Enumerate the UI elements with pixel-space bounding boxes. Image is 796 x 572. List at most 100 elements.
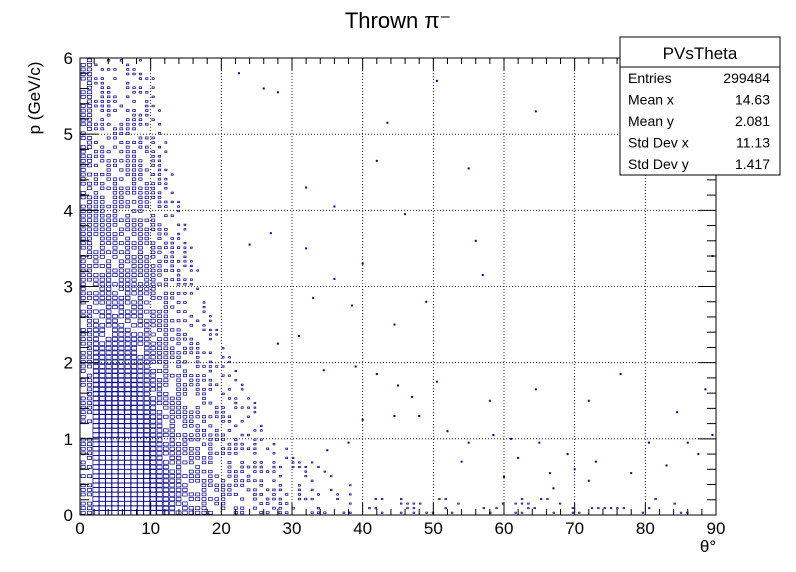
data-point bbox=[99, 277, 105, 282]
data-point bbox=[195, 465, 200, 469]
data-point bbox=[118, 309, 125, 314]
data-point bbox=[150, 387, 156, 392]
data-point bbox=[106, 186, 111, 190]
data-point bbox=[156, 473, 163, 479]
data-point bbox=[144, 259, 150, 264]
data-point bbox=[80, 154, 86, 159]
data-point bbox=[253, 438, 257, 441]
data-point bbox=[118, 400, 125, 406]
data-point bbox=[112, 200, 118, 204]
data-point bbox=[131, 336, 137, 342]
data-point bbox=[183, 333, 187, 336]
data-point bbox=[182, 415, 188, 419]
data-point bbox=[80, 90, 86, 95]
data-point bbox=[143, 378, 150, 383]
data-point bbox=[227, 442, 232, 446]
data-point bbox=[92, 400, 100, 406]
data-point bbox=[150, 400, 156, 406]
data-point bbox=[157, 205, 162, 208]
data-point bbox=[113, 100, 117, 103]
data-point bbox=[240, 511, 245, 515]
data-point bbox=[144, 227, 149, 232]
data-point bbox=[195, 356, 200, 359]
data-point bbox=[150, 264, 156, 268]
data-point bbox=[80, 158, 86, 163]
data-point bbox=[151, 150, 155, 154]
data-point bbox=[112, 305, 118, 310]
data-point bbox=[253, 461, 257, 464]
data-point bbox=[170, 246, 174, 249]
data-point bbox=[278, 484, 282, 487]
data-point bbox=[176, 351, 181, 355]
data-point bbox=[164, 232, 168, 236]
data-point bbox=[143, 409, 150, 415]
data-point bbox=[234, 379, 238, 382]
data-point bbox=[170, 214, 174, 217]
data-point bbox=[119, 227, 124, 232]
data-point bbox=[312, 296, 315, 299]
data-point bbox=[259, 424, 263, 427]
data-point bbox=[157, 155, 162, 158]
data-point bbox=[112, 346, 118, 351]
data-point bbox=[87, 67, 92, 72]
data-point bbox=[195, 437, 200, 442]
data-point bbox=[151, 246, 156, 250]
data-point bbox=[138, 209, 143, 213]
data-point bbox=[156, 437, 163, 442]
data-point bbox=[105, 300, 112, 305]
data-point bbox=[93, 227, 99, 232]
data-point bbox=[118, 295, 124, 300]
data-point bbox=[124, 355, 131, 360]
data-point bbox=[145, 77, 149, 80]
data-point bbox=[150, 460, 157, 465]
data-point bbox=[80, 419, 86, 424]
data-point bbox=[188, 460, 194, 465]
data-point bbox=[125, 286, 131, 291]
data-point bbox=[188, 456, 194, 460]
data-point bbox=[527, 507, 530, 510]
data-point bbox=[143, 450, 150, 456]
data-point bbox=[80, 337, 86, 341]
data-point bbox=[175, 483, 182, 488]
data-point bbox=[106, 268, 112, 273]
data-point bbox=[130, 391, 138, 397]
data-point bbox=[196, 342, 200, 345]
data-point bbox=[208, 351, 212, 354]
data-point bbox=[87, 291, 92, 296]
data-point bbox=[240, 497, 245, 501]
data-point bbox=[125, 254, 131, 259]
data-point bbox=[150, 291, 156, 296]
data-point bbox=[189, 342, 194, 345]
data-point bbox=[183, 278, 187, 281]
data-point bbox=[183, 228, 187, 231]
data-point bbox=[176, 446, 182, 451]
data-point bbox=[132, 68, 136, 71]
data-point bbox=[118, 428, 125, 433]
data-point bbox=[647, 441, 650, 444]
data-point bbox=[215, 383, 219, 386]
data-point bbox=[278, 465, 282, 469]
data-point bbox=[105, 382, 112, 388]
data-point bbox=[538, 441, 541, 444]
data-point bbox=[111, 396, 119, 401]
data-point bbox=[113, 68, 117, 71]
data-point bbox=[150, 378, 156, 383]
data-point bbox=[163, 392, 169, 396]
data-point bbox=[323, 470, 327, 473]
data-point bbox=[80, 245, 86, 250]
y-axis-label: p (GeV/c) bbox=[25, 62, 44, 135]
data-point bbox=[450, 511, 454, 514]
data-point bbox=[214, 488, 219, 492]
data-point bbox=[132, 154, 136, 158]
data-point bbox=[169, 423, 175, 428]
data-point bbox=[137, 282, 143, 287]
data-point bbox=[94, 100, 98, 103]
data-point bbox=[157, 232, 162, 236]
data-point bbox=[195, 351, 200, 355]
data-point bbox=[87, 337, 92, 341]
data-point bbox=[380, 498, 384, 500]
data-point bbox=[119, 168, 124, 172]
data-point bbox=[93, 154, 98, 158]
data-point bbox=[87, 264, 92, 268]
data-point bbox=[189, 278, 193, 281]
